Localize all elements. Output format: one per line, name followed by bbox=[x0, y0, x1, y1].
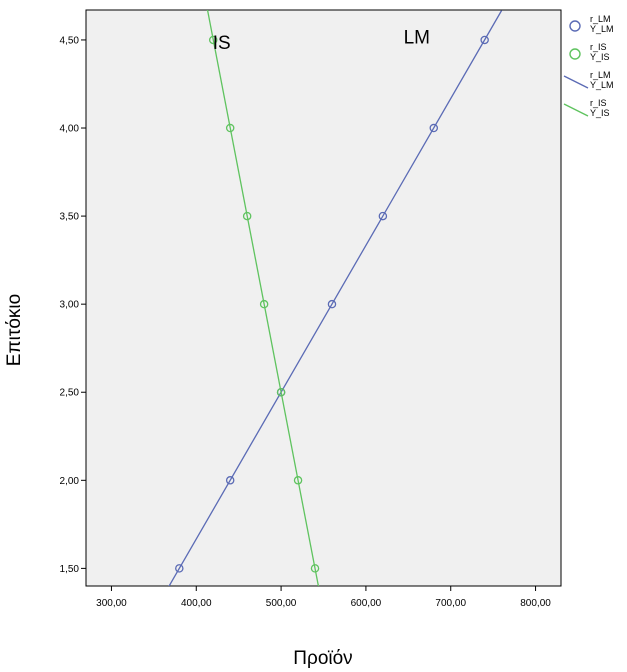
legend-label: r_IS bbox=[590, 42, 607, 52]
data-point bbox=[276, 387, 286, 397]
legend-label: Y_LM bbox=[590, 24, 614, 34]
data-point bbox=[208, 35, 218, 45]
ticks-layer: 300,00 400,00 500,00 600,00 700,00 800,00 1,50… bbox=[60, 35, 552, 609]
annotation-is: IS bbox=[213, 33, 231, 54]
y-tick-label: 2,00 bbox=[60, 476, 80, 487]
x-axis-title: Προϊόν bbox=[293, 648, 352, 669]
x-tick-label: 400,00 bbox=[181, 598, 212, 609]
y-axis-title: Επιτόκιο bbox=[4, 294, 25, 366]
data-point bbox=[480, 35, 489, 45]
data-point bbox=[429, 123, 439, 133]
legend-label: Y_LM bbox=[590, 80, 614, 90]
legend-marker bbox=[569, 48, 581, 60]
data-point bbox=[259, 299, 269, 309]
x-tick-label: 300,00 bbox=[96, 598, 127, 609]
data-point bbox=[327, 299, 337, 309]
x-tick-label: 700,00 bbox=[435, 598, 466, 609]
y-tick-label: 2,50 bbox=[60, 388, 80, 399]
legend-marker bbox=[569, 20, 581, 32]
legend-label: r_IS bbox=[590, 98, 607, 108]
legend-label: Y_IS bbox=[590, 52, 610, 62]
legend-label: Y_IS bbox=[590, 108, 610, 118]
legend: r_LMY_LMr_ISY_ISr_LMY_LMr_ISY_IS bbox=[563, 14, 614, 118]
x-tick-label: 800,00 bbox=[520, 598, 551, 609]
legend-label: r_LM bbox=[590, 14, 611, 24]
y-tick-label: 1,50 bbox=[60, 564, 80, 575]
series-line-1 bbox=[168, 10, 503, 586]
data-point bbox=[225, 476, 235, 485]
data-point bbox=[293, 476, 303, 485]
x-tick-label: 600,00 bbox=[351, 598, 382, 609]
plot-area bbox=[85, 9, 562, 587]
annotations: IS LM bbox=[213, 27, 430, 53]
legend-line bbox=[563, 75, 589, 89]
y-tick-label: 4,00 bbox=[60, 124, 80, 135]
series-layer bbox=[168, 10, 503, 586]
annotation-lm: LM bbox=[404, 27, 430, 48]
data-point bbox=[175, 564, 184, 573]
y-tick-label: 3,00 bbox=[60, 300, 80, 311]
data-point bbox=[310, 564, 320, 573]
y-tick-label: 3,50 bbox=[60, 212, 80, 223]
data-point bbox=[242, 211, 252, 221]
data-point bbox=[225, 123, 235, 133]
legend-line bbox=[563, 103, 589, 117]
x-tick-label: 500,00 bbox=[266, 598, 297, 609]
y-tick-label: 4,50 bbox=[60, 35, 80, 46]
legend-label: r_LM bbox=[590, 70, 611, 80]
series-line-2 bbox=[206, 10, 320, 586]
data-point bbox=[378, 211, 388, 221]
